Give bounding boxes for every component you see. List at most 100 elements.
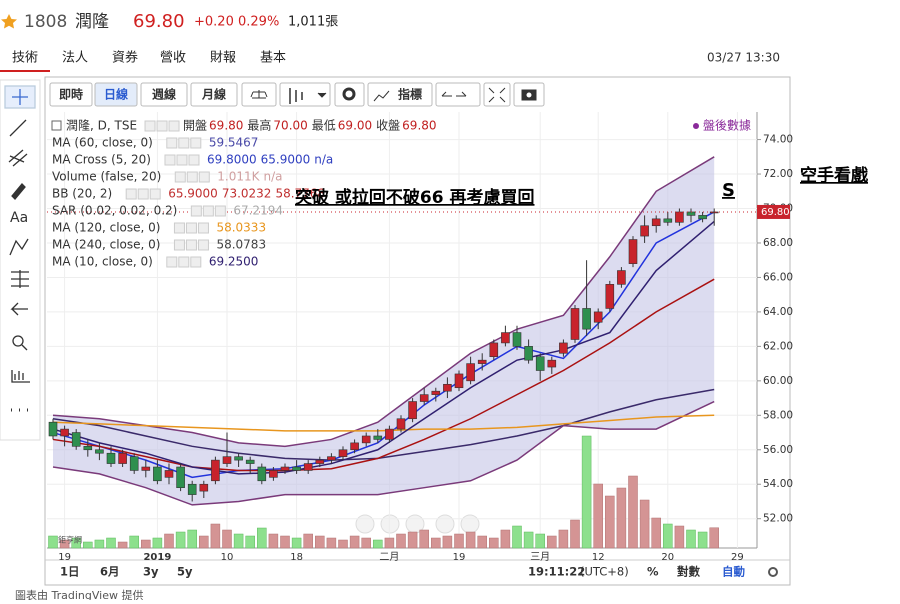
legend-icon[interactable]: [176, 154, 188, 166]
volume-bar: [512, 525, 522, 549]
volume-bar: [210, 523, 221, 549]
legend-icon[interactable]: [166, 137, 178, 149]
indicator-line: [52, 156, 715, 448]
legend-icon[interactable]: [202, 205, 214, 217]
x-tick-label: 19: [58, 552, 71, 563]
interval-label[interactable]: 日線: [104, 87, 128, 102]
range-btn[interactable]: 6月: [100, 565, 120, 579]
legend-icon[interactable]: [173, 239, 185, 251]
tab[interactable]: 財報: [210, 51, 236, 66]
tab[interactable]: 基本: [260, 51, 286, 66]
tab[interactable]: 資券: [112, 50, 138, 66]
star-icon[interactable]: [1, 14, 17, 29]
interval-btn[interactable]: [190, 82, 238, 107]
legend-icon[interactable]: [174, 171, 186, 183]
volume-bar: [257, 527, 267, 549]
legend-icon[interactable]: [214, 205, 226, 217]
undo-redo-btn[interactable]: [435, 82, 481, 107]
legend-icon[interactable]: [173, 222, 185, 234]
legend-icon[interactable]: [198, 171, 210, 183]
legend-icon[interactable]: [168, 120, 180, 132]
indicators-btn[interactable]: [367, 82, 433, 107]
indicator-readout: 69.2500: [209, 255, 259, 269]
legend-icon[interactable]: [190, 205, 202, 217]
volume-bar: [117, 541, 128, 549]
nav-btn[interactable]: [380, 514, 400, 534]
x-tick-label: 2019: [143, 552, 171, 563]
interval-btn[interactable]: [94, 82, 138, 107]
brush-tool[interactable]: [11, 183, 26, 200]
candle-body: [419, 394, 429, 402]
range-btn[interactable]: 3y: [143, 565, 159, 579]
zoom-tool[interactable]: [12, 335, 24, 347]
after-hours[interactable]: 盤後數據: [703, 119, 751, 133]
legend-icon[interactable]: [186, 171, 198, 183]
legend-icon[interactable]: [166, 256, 178, 268]
legend-icon[interactable]: [185, 239, 197, 251]
legend-icon[interactable]: [137, 188, 149, 200]
indicators-label[interactable]: 指標: [398, 87, 422, 102]
candle-body: [675, 211, 684, 223]
legend-icon[interactable]: [144, 120, 156, 132]
volume-bar: [465, 531, 476, 549]
tab[interactable]: 法人: [62, 51, 88, 66]
indicator-readout: 65.9000: [261, 153, 311, 167]
legend-icon[interactable]: [190, 137, 202, 149]
fib-tool[interactable]: [8, 149, 28, 167]
indicator-readout: 58.7768: [275, 187, 325, 201]
legend-icon[interactable]: [188, 154, 200, 166]
interval-label[interactable]: 月線: [201, 87, 226, 102]
volume-bar: [500, 529, 511, 549]
legend-icon[interactable]: [125, 188, 137, 200]
measure-tool[interactable]: [11, 270, 29, 288]
nav-btn[interactable]: [460, 514, 480, 534]
text-tool[interactable]: Aa: [10, 210, 28, 226]
interval-label[interactable]: 即時: [59, 87, 83, 102]
candle-body: [501, 332, 510, 344]
chart-tool[interactable]: [11, 370, 30, 383]
volume-bar: [396, 533, 406, 549]
nav-btn[interactable]: [435, 514, 455, 534]
volume-bar: [141, 539, 151, 549]
candle-body: [512, 332, 522, 347]
legend-icon[interactable]: [185, 222, 197, 234]
collapse-box[interactable]: [51, 120, 62, 131]
tab[interactable]: 技術: [12, 51, 38, 66]
nav-btn[interactable]: [355, 514, 375, 534]
legend-icon[interactable]: [178, 137, 190, 149]
style-btn[interactable]: [279, 82, 331, 107]
legend-icon[interactable]: [197, 239, 209, 251]
back-tool[interactable]: [10, 302, 28, 316]
legend-icon[interactable]: [156, 120, 168, 132]
fullscreen-btn[interactable]: [483, 82, 511, 107]
line-tool[interactable]: [9, 119, 27, 137]
tab[interactable]: 營收: [160, 51, 186, 66]
range-btn[interactable]: 5y: [177, 565, 193, 579]
interval-btn[interactable]: [140, 82, 188, 107]
legend-icon[interactable]: [197, 222, 209, 234]
legend-icon[interactable]: [164, 154, 176, 166]
candle-body: [187, 483, 197, 495]
legend-icon[interactable]: [190, 256, 202, 268]
volume-bar: [245, 535, 255, 549]
option-btn[interactable]: %: [647, 565, 659, 579]
clock: 19:11:22: [528, 565, 585, 579]
gear-btn[interactable]: [768, 567, 778, 577]
volume-bar: [338, 539, 348, 549]
option-btn[interactable]: 自動: [722, 565, 745, 579]
candle-body: [153, 466, 162, 482]
logo: 鉅亨網: [58, 535, 82, 545]
option-btn[interactable]: 對數: [677, 565, 700, 579]
indicator-line: [52, 278, 715, 472]
legend-icon[interactable]: [178, 256, 190, 268]
interval-btn[interactable]: [49, 82, 93, 107]
range-btn[interactable]: 1日: [60, 565, 80, 579]
interval-label[interactable]: 週線: [152, 87, 176, 102]
legend-icon[interactable]: [149, 188, 161, 200]
y-tick-label: 60.00: [763, 375, 793, 387]
band-fill: [53, 156, 715, 505]
pattern-tool[interactable]: [9, 238, 29, 256]
settings-btn[interactable]: [334, 82, 365, 107]
candle-body: [327, 456, 336, 461]
volume-bar: [129, 535, 139, 549]
